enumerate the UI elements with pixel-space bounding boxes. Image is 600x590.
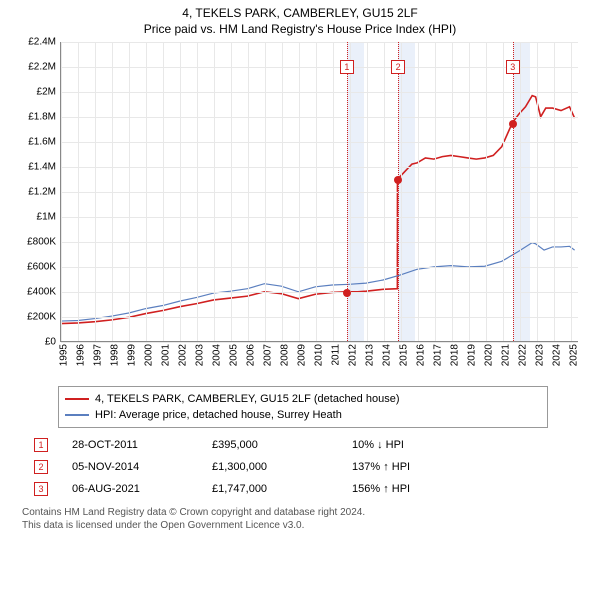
x-tick-label: 2007 [262, 344, 273, 366]
x-tick-label: 2002 [177, 344, 188, 366]
legend-label: HPI: Average price, detached house, Surr… [95, 409, 342, 421]
x-tick-label: 2022 [517, 344, 528, 366]
y-tick-label: £1.8M [28, 112, 56, 123]
legend-swatch [65, 414, 89, 416]
x-tick-label: 2010 [313, 344, 324, 366]
x-tick-label: 1999 [126, 344, 137, 366]
y-tick-label: £0 [45, 337, 56, 348]
x-tick-label: 2004 [211, 344, 222, 366]
footer-line: This data is licensed under the Open Gov… [22, 519, 592, 532]
x-tick-label: 2020 [483, 344, 494, 366]
sale-price: £1,300,000 [212, 461, 352, 473]
sale-delta: 156% ↑ HPI [352, 483, 492, 495]
x-tick-label: 2011 [330, 344, 341, 366]
y-tick-label: £1.4M [28, 162, 56, 173]
sale-delta: 10% ↓ HPI [352, 439, 492, 451]
x-tick-label: 2005 [228, 344, 239, 366]
x-tick-label: 2006 [245, 344, 256, 366]
marker-box: 1 [34, 438, 48, 452]
y-tick-label: £200K [27, 312, 56, 323]
legend: 4, TEKELS PARK, CAMBERLEY, GU15 2LF (det… [58, 386, 548, 428]
y-axis: £0£200K£400K£600K£800K£1M£1.2M£1.4M£1.6M… [16, 42, 60, 342]
y-tick-label: £2M [37, 87, 56, 98]
x-axis: 1995 1996 1997 1998 1999 2000 2001 2002 2003 2004… [60, 344, 578, 378]
x-tick-label: 1995 [59, 344, 70, 366]
x-tick-label: 2019 [466, 344, 477, 366]
y-tick-label: £1.2M [28, 187, 56, 198]
footer: Contains HM Land Registry data © Crown c… [22, 506, 592, 532]
x-tick-label: 2014 [381, 344, 392, 366]
series-price_paid [61, 96, 575, 324]
x-tick-label: 1996 [75, 344, 86, 366]
x-tick-label: 1998 [109, 344, 120, 366]
legend-item: HPI: Average price, detached house, Surr… [65, 407, 541, 423]
x-tick-label: 1997 [92, 344, 103, 366]
x-tick-label: 2001 [160, 344, 171, 366]
marker-dot [343, 289, 351, 297]
legend-item: 4, TEKELS PARK, CAMBERLEY, GU15 2LF (det… [65, 391, 541, 407]
footer-line: Contains HM Land Registry data © Crown c… [22, 506, 592, 519]
sale-delta: 137% ↑ HPI [352, 461, 492, 473]
y-tick-label: £2.2M [28, 62, 56, 73]
x-tick-label: 2013 [364, 344, 375, 366]
sale-date: 06-AUG-2021 [72, 483, 212, 495]
chart-title-line1: 4, TEKELS PARK, CAMBERLEY, GU15 2LF [8, 6, 592, 20]
x-tick-label: 2021 [500, 344, 511, 366]
x-tick-label: 2017 [432, 344, 443, 366]
y-tick-label: £1M [37, 212, 56, 223]
x-tick-label: 2008 [279, 344, 290, 366]
x-tick-label: 2015 [398, 344, 409, 366]
chart-title-line2: Price paid vs. HM Land Registry's House … [8, 22, 592, 36]
series-hpi [61, 243, 575, 321]
y-tick-label: £1.6M [28, 137, 56, 148]
marker-box: 2 [391, 60, 405, 74]
legend-swatch [65, 398, 89, 400]
marker-box: 1 [340, 60, 354, 74]
x-tick-label: 2016 [415, 344, 426, 366]
y-tick-label: £2.4M [28, 37, 56, 48]
x-tick-label: 2023 [534, 344, 545, 366]
plot-area: 1 2 3 [60, 42, 578, 342]
marker-dot [509, 120, 517, 128]
sale-date: 28-OCT-2011 [72, 439, 212, 451]
chart: £0 £200K £400K £600K £800K £1M £1.2M £1.4M £1.6M… [16, 42, 586, 378]
legend-label: 4, TEKELS PARK, CAMBERLEY, GU15 2LF (det… [95, 393, 400, 405]
x-tick-label: 2024 [551, 344, 562, 366]
x-tick-label: 2000 [143, 344, 154, 366]
y-tick-label: £800K [27, 237, 56, 248]
x-tick-label: 2018 [449, 344, 460, 366]
sales-row: 1 28-OCT-2011£395,00010% ↓ HPI [28, 434, 588, 456]
marker-box: 3 [506, 60, 520, 74]
x-tick-label: 2009 [296, 344, 307, 366]
sales-row: 2 05-NOV-2014£1,300,000137% ↑ HPI [28, 456, 588, 478]
marker-box: 2 [34, 460, 48, 474]
marker-box: 3 [34, 482, 48, 496]
sale-date: 05-NOV-2014 [72, 461, 212, 473]
sale-price: £395,000 [212, 439, 352, 451]
y-tick-label: £600K [27, 262, 56, 273]
sales-row: 3 06-AUG-2021£1,747,000156% ↑ HPI [28, 478, 588, 500]
y-tick-label: £400K [27, 287, 56, 298]
marker-dot [394, 176, 402, 184]
sales-table: 1 28-OCT-2011£395,00010% ↓ HPI 2 05-NOV-201… [28, 434, 588, 500]
x-tick-label: 2003 [194, 344, 205, 366]
x-tick-label: 2025 [568, 344, 579, 366]
x-tick-label: 2012 [347, 344, 358, 366]
sale-price: £1,747,000 [212, 483, 352, 495]
